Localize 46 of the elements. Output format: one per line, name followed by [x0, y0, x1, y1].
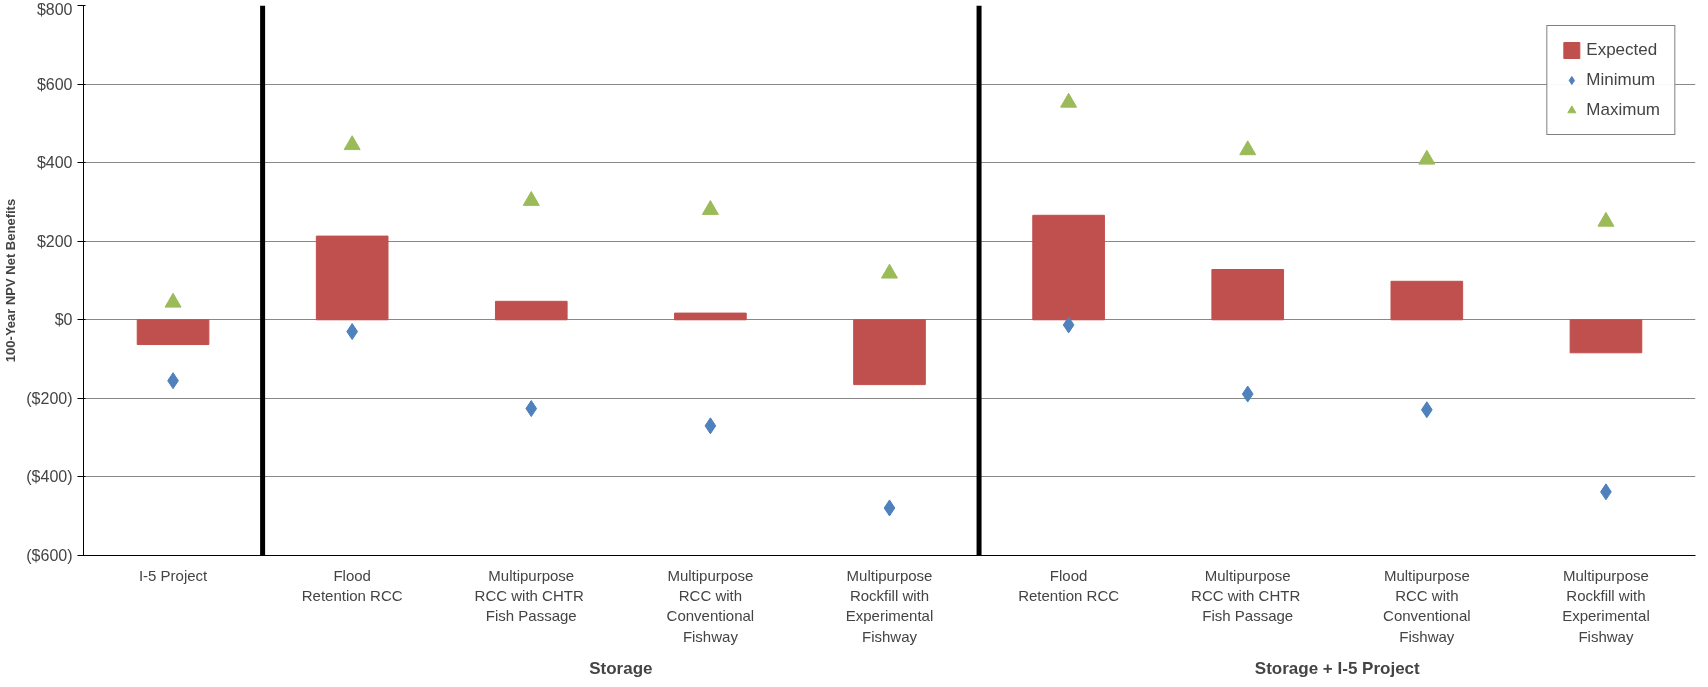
point: [525, 400, 538, 418]
point: [164, 292, 182, 308]
point: [881, 263, 898, 279]
bar: [315, 235, 389, 321]
bar: [1032, 214, 1105, 321]
text: Storage: [589, 658, 653, 678]
point: [1418, 149, 1436, 165]
y-tick-label: $400: [36, 154, 73, 172]
point: [1597, 211, 1615, 227]
x-tick-label: I-5 Project: [138, 566, 209, 584]
text: Storage + I-5 Project: [1254, 658, 1421, 678]
y-tick-label: $600: [36, 75, 73, 93]
legend-label: Expected: [1586, 40, 1658, 60]
x-tick-label: Multipurpose RCC with CHTR Fish Passage: [474, 566, 584, 625]
y-tick-label: $0: [54, 311, 73, 329]
point: [704, 417, 717, 435]
legend-label: Minimum: [1586, 70, 1656, 90]
point: [522, 191, 540, 206]
bar: [674, 312, 747, 321]
bar: [853, 319, 926, 386]
y-tick-label: $200: [36, 232, 73, 250]
point: [701, 200, 719, 215]
bar: [1569, 319, 1643, 354]
y-tick-label: ($400): [26, 468, 73, 486]
point: [883, 499, 896, 517]
x-tick-label: Flood Retention RCC: [301, 566, 403, 604]
y-tick-label: $800: [36, 0, 73, 18]
x-tick-label: Multipurpose Rockfill with Experimental Fishway: [1562, 566, 1650, 645]
legend-label: Maximum: [1586, 100, 1660, 120]
x-tick-label: Multipurpose Rockfill with Experimental Fishway: [845, 566, 934, 645]
y-tick-label: ($600): [26, 547, 73, 564]
y-tick-label: ($200): [26, 389, 73, 407]
point: [1239, 140, 1257, 156]
bar: [1390, 280, 1464, 321]
point: [1062, 316, 1075, 334]
bar: [1211, 269, 1285, 321]
bar: [494, 300, 568, 321]
point: [1060, 92, 1078, 108]
point: [1241, 385, 1254, 403]
x-tick-label: Multipurpose RCC with Conventional Fishway: [1383, 566, 1471, 645]
y-axis-title: 100-Year NPV Net Benefits: [3, 198, 19, 363]
x-tick-label: Multipurpose RCC with Conventional Fishway: [666, 566, 755, 645]
bar: [136, 319, 210, 346]
point: [343, 135, 361, 151]
x-tick-label: Flood Retention RCC: [1018, 566, 1120, 604]
x-tick-label: Multipurpose RCC with CHTR Fish Passage: [1191, 566, 1301, 625]
